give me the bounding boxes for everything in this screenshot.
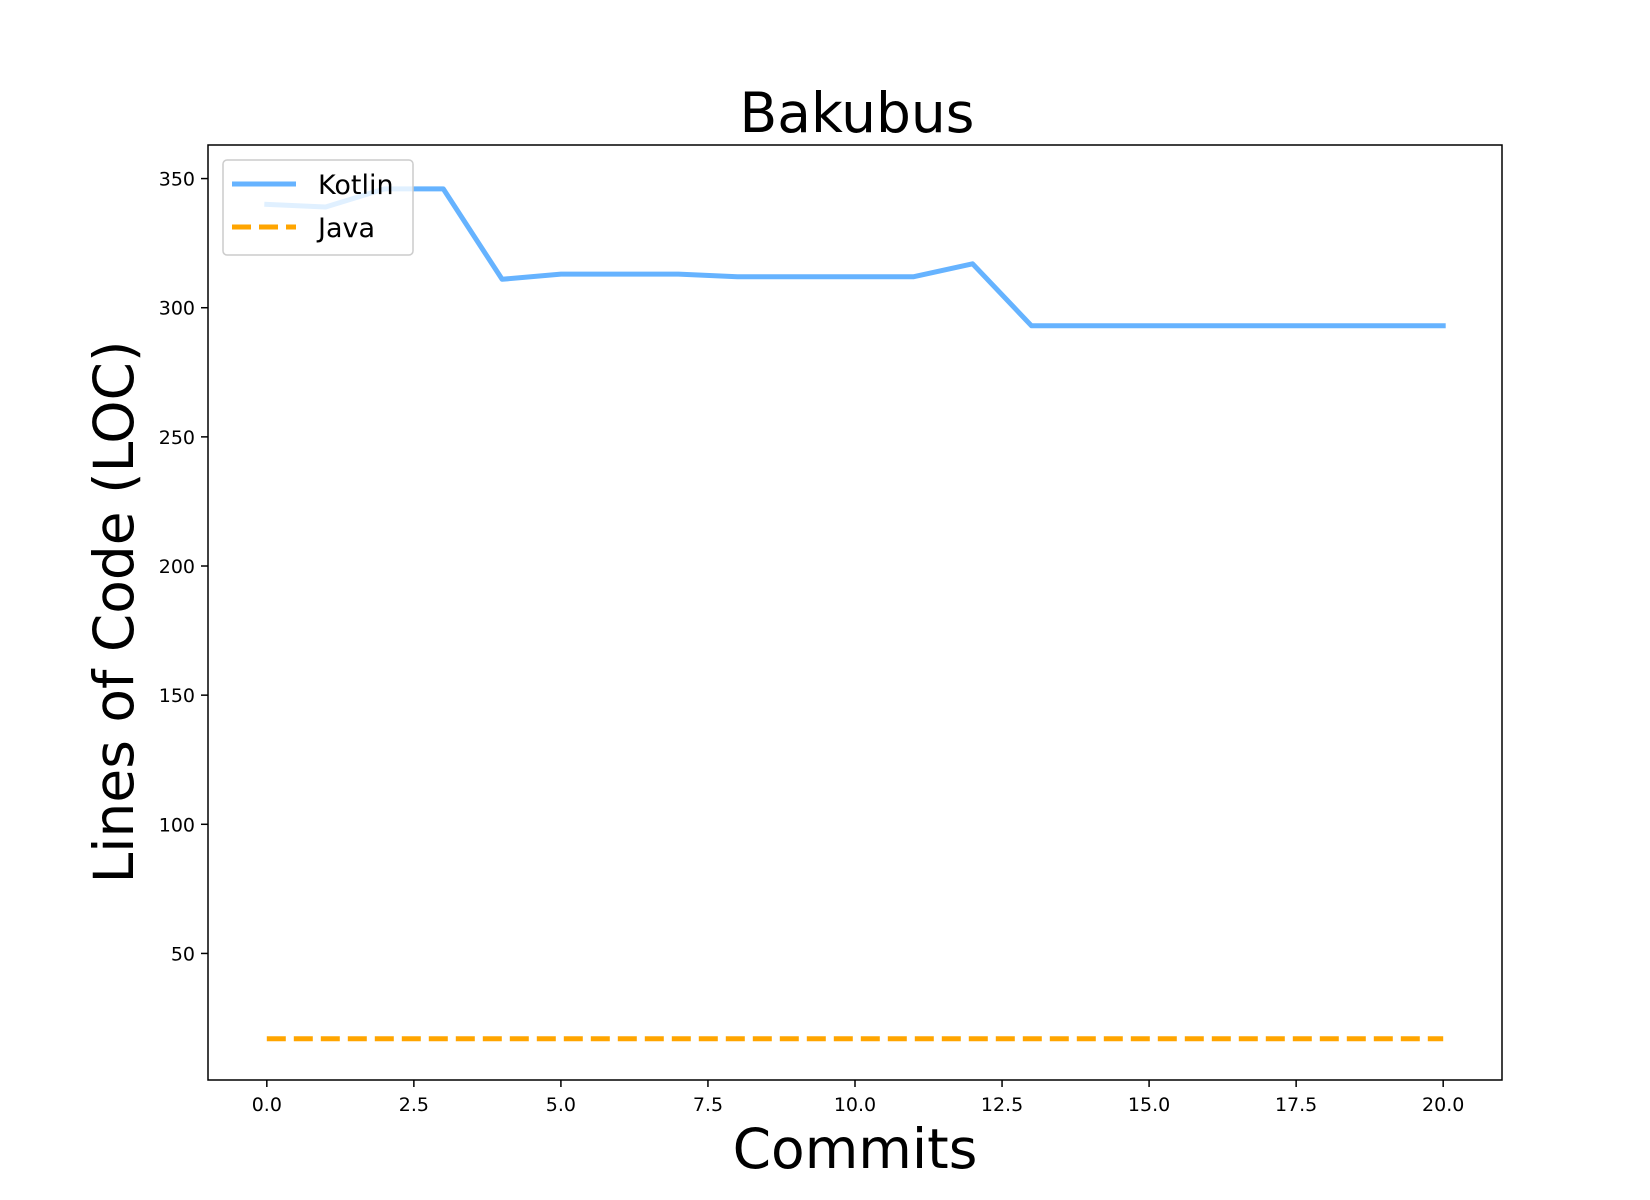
series-line-kotlin	[264, 186, 1446, 329]
x-tick-label: 15.0	[1128, 1094, 1170, 1116]
y-tick-label: 150	[159, 685, 195, 707]
y-tick-label: 200	[159, 556, 195, 578]
x-tick-label: 12.5	[981, 1094, 1023, 1116]
plot-frame	[207, 144, 1503, 1081]
legend: Kotlin Java	[222, 159, 414, 256]
x-tick-label: 20.0	[1422, 1094, 1464, 1116]
y-tick-label: 50	[171, 943, 195, 965]
y-tick-label: 300	[159, 298, 195, 320]
x-tick-label: 10.0	[834, 1094, 876, 1116]
chart-title: Bakubus	[740, 81, 975, 145]
legend-label-kotlin: Kotlin	[318, 170, 394, 201]
x-axis-title: Commits	[733, 1117, 978, 1181]
series-lines	[264, 186, 1446, 1042]
x-tick-label: 0.0	[252, 1094, 282, 1116]
legend-label-java: Java	[316, 213, 375, 244]
y-axis-title: Lines of Code (LOC)	[82, 341, 146, 884]
y-tick-label: 250	[159, 427, 195, 449]
y-axis: 50 100 150 200 250 300 350	[159, 169, 208, 965]
x-tick-label: 7.5	[693, 1094, 723, 1116]
x-axis: 0.0 2.5 5.0 7.5 10.0 12.5 15.0 17.5 20.0	[252, 1080, 1464, 1116]
x-tick-label: 2.5	[399, 1094, 429, 1116]
legend-entries: Kotlin Java	[232, 170, 394, 244]
x-tick-label: 5.0	[546, 1094, 576, 1116]
plot-area: 0.0 2.5 5.0 7.5 10.0 12.5 15.0 17.5 20.0 50 100 15…	[159, 144, 1503, 1116]
y-tick-label: 350	[159, 169, 195, 191]
x-tick-label: 17.5	[1275, 1094, 1317, 1116]
y-tick-label: 100	[159, 814, 195, 836]
